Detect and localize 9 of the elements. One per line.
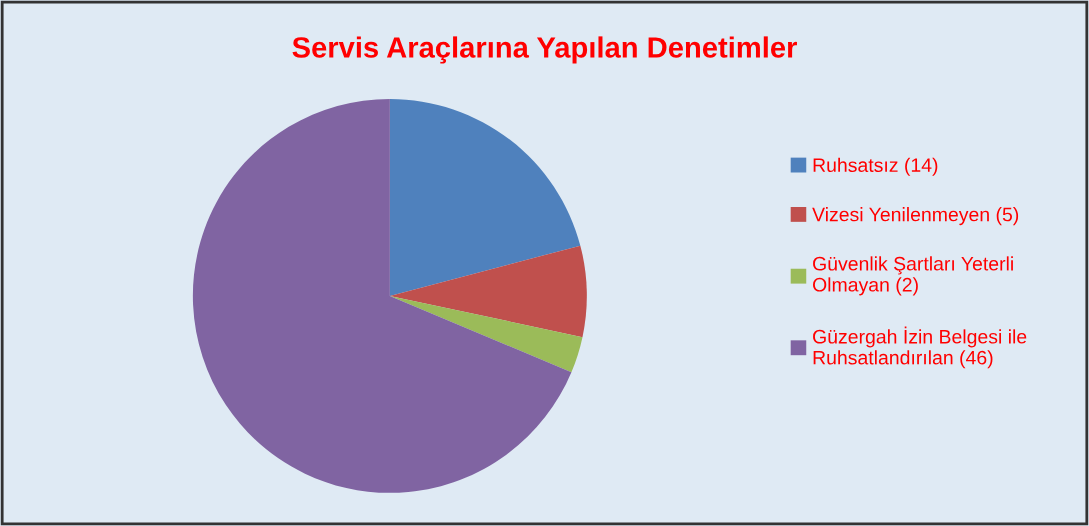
chart-title: Servis Araçlarına Yapılan Denetimler: [292, 36, 797, 64]
legend-label: Ruhsatsız (14): [813, 157, 938, 176]
legend-label: Güvenlik Şartları Yeterli Olmayan (2): [813, 256, 1013, 296]
pie-slice: [192, 98, 572, 493]
pie-slice: [389, 295, 583, 373]
pie-slice: [389, 245, 587, 338]
legend-label: Vizesi Yenilenmeyen (5): [812, 207, 1019, 226]
pie-slice: [389, 98, 581, 296]
legend-label: Güzergah İzin Belgesi ile Ruhsatlandırılan (46): [813, 326, 1027, 369]
